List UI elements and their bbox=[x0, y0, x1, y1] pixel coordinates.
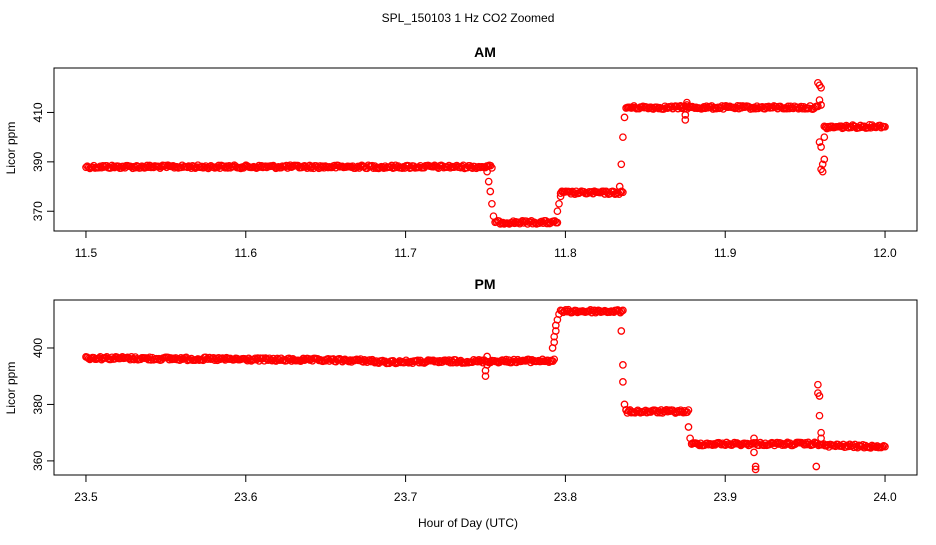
data-point bbox=[617, 327, 626, 335]
data-point bbox=[615, 182, 624, 191]
x-tick-label: 11.8 bbox=[554, 246, 577, 260]
data-point bbox=[815, 138, 824, 146]
plot-frame bbox=[53, 67, 918, 232]
y-axis-label: Licor ppm bbox=[4, 362, 18, 415]
data-point bbox=[619, 133, 627, 142]
data-point bbox=[817, 83, 825, 92]
x-tick-label: 24.0 bbox=[873, 490, 897, 504]
x-tick-label: 23.8 bbox=[554, 490, 578, 504]
y-tick-label: 380 bbox=[31, 394, 45, 414]
x-tick-label: 23.5 bbox=[74, 490, 98, 504]
data-point bbox=[483, 167, 491, 176]
y-tick-label: 370 bbox=[31, 201, 45, 221]
data-point bbox=[617, 187, 626, 196]
data-point bbox=[818, 160, 827, 169]
x-tick-label: 23.6 bbox=[234, 490, 258, 504]
x-tick-label: 11.5 bbox=[75, 246, 98, 260]
data-point bbox=[878, 442, 887, 451]
data-point bbox=[483, 352, 491, 361]
data-point bbox=[488, 164, 496, 172]
x-tick-label: 11.7 bbox=[394, 246, 417, 260]
data-point bbox=[488, 199, 496, 208]
data-point bbox=[555, 199, 563, 208]
data-point bbox=[815, 96, 824, 104]
data-point bbox=[815, 392, 824, 400]
data-point bbox=[812, 462, 821, 471]
data-point bbox=[619, 188, 627, 197]
x-axis-label: Hour of Day (UTC) bbox=[418, 516, 518, 530]
x-tick-label: 11.9 bbox=[714, 246, 737, 260]
data-point bbox=[619, 361, 627, 369]
data-point bbox=[484, 177, 493, 186]
data-point bbox=[683, 101, 691, 109]
x-tick-label: 12.0 bbox=[873, 246, 897, 260]
figure-title: SPL_150103 1 Hz CO2 Zoomed bbox=[382, 11, 555, 25]
data-point bbox=[489, 212, 498, 221]
data-point bbox=[820, 133, 829, 142]
y-tick-label: 360 bbox=[31, 451, 45, 471]
data-point bbox=[553, 218, 562, 227]
data-point bbox=[558, 187, 567, 196]
data-point bbox=[683, 98, 691, 107]
data-point bbox=[617, 307, 626, 316]
data-point bbox=[684, 406, 693, 414]
data-point bbox=[619, 306, 627, 315]
data-point bbox=[620, 113, 629, 122]
chart-title: PM bbox=[475, 276, 496, 292]
data-point bbox=[684, 423, 693, 431]
y-tick-label: 390 bbox=[31, 152, 45, 172]
data-point bbox=[881, 122, 889, 131]
x-tick-label: 11.6 bbox=[235, 246, 258, 260]
data-point bbox=[751, 465, 760, 474]
data-point bbox=[681, 111, 690, 119]
data-point bbox=[751, 462, 760, 471]
data-point bbox=[481, 372, 490, 381]
y-tick-label: 400 bbox=[31, 338, 45, 358]
data-point bbox=[817, 434, 825, 443]
data-series bbox=[82, 305, 889, 474]
data-series bbox=[82, 78, 889, 228]
data-point bbox=[814, 380, 822, 389]
data-point bbox=[817, 428, 825, 437]
data-point bbox=[687, 440, 696, 448]
data-point bbox=[881, 442, 889, 451]
data-point bbox=[483, 361, 491, 369]
data-point bbox=[551, 327, 560, 335]
data-point bbox=[750, 434, 758, 443]
data-point bbox=[822, 123, 830, 132]
data-point bbox=[818, 167, 827, 176]
x-tick-label: 23.7 bbox=[394, 490, 418, 504]
data-point bbox=[550, 338, 559, 347]
data-point bbox=[486, 187, 495, 196]
x-tick-label: 23.9 bbox=[714, 490, 738, 504]
data-point bbox=[619, 378, 627, 386]
data-point bbox=[817, 143, 825, 151]
data-point bbox=[553, 207, 562, 216]
data-point bbox=[622, 406, 630, 414]
data-point bbox=[681, 116, 690, 124]
chart-title: AM bbox=[474, 44, 496, 60]
chart-pm: PM Licor ppm 23.5 23.6 23.7 23.8 23.9 24.0 360… bbox=[4, 276, 918, 504]
data-point bbox=[817, 101, 825, 109]
data-point bbox=[750, 448, 758, 457]
data-point bbox=[555, 310, 563, 318]
data-point bbox=[665, 406, 673, 415]
y-tick-label: 410 bbox=[31, 102, 45, 122]
plot-frame bbox=[53, 299, 918, 476]
data-point bbox=[820, 155, 829, 164]
data-point bbox=[617, 160, 626, 169]
data-point bbox=[549, 357, 557, 366]
chart-am: AM Licor ppm 11.5 11.6 11.7 11.8 11.9 12.0 370… bbox=[4, 44, 918, 260]
data-point bbox=[815, 411, 824, 420]
data-point bbox=[550, 355, 559, 364]
data-point bbox=[746, 105, 755, 113]
y-axis-label: Licor ppm bbox=[4, 122, 18, 175]
data-point bbox=[556, 192, 565, 201]
